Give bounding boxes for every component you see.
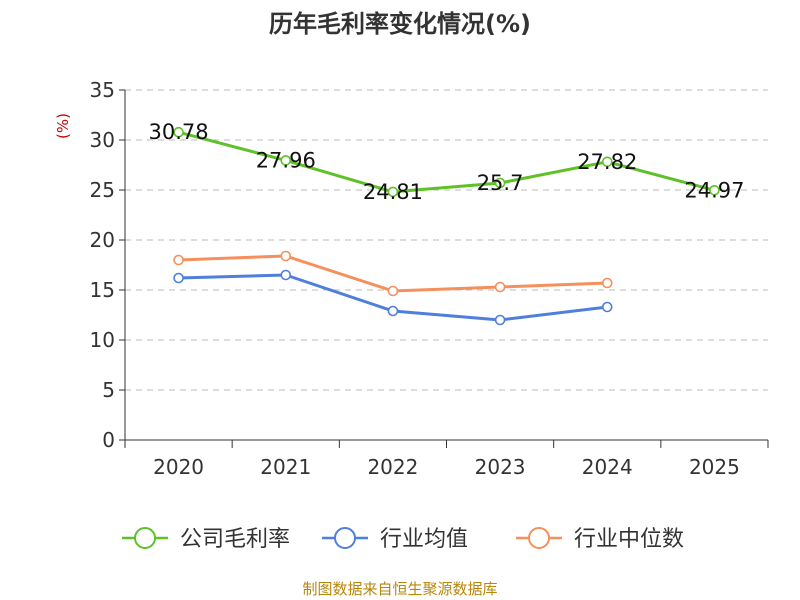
x-tick-label: 2022 — [367, 455, 418, 479]
x-tick-label: 2023 — [475, 455, 526, 479]
data-point — [281, 271, 290, 280]
source-note: 制图数据来自恒生聚源数据库 — [302, 580, 497, 598]
y-axis-label: (%) — [54, 113, 72, 139]
y-tick-label: 10 — [90, 328, 115, 352]
legend: 公司毛利率 行业均值 行业中位数 — [122, 527, 684, 552]
data-label: 30.78 — [149, 120, 209, 144]
data-point — [603, 303, 612, 312]
x-tick-label: 2025 — [689, 455, 740, 479]
data-label: 25.7 — [477, 171, 524, 195]
chart-title: 历年毛利率变化情况(%) — [269, 10, 531, 38]
x-tick-label: 2024 — [582, 455, 633, 479]
data-point — [174, 274, 183, 283]
x-tick-label: 2021 — [260, 455, 311, 479]
data-label: 24.81 — [363, 180, 423, 204]
legend-marker-icon — [335, 528, 355, 548]
data-point — [281, 252, 290, 261]
x-tick-label: 2020 — [153, 455, 204, 479]
legend-marker-icon — [135, 528, 155, 548]
legend-label: 公司毛利率 — [180, 527, 290, 552]
legend-marker-icon — [529, 528, 549, 548]
data-point — [388, 307, 397, 316]
y-tick-label: 5 — [102, 378, 115, 402]
data-point — [603, 279, 612, 288]
data-point — [174, 256, 183, 265]
y-tick-label: 25 — [90, 178, 115, 202]
y-tick-label: 15 — [90, 278, 115, 302]
data-label: 24.97 — [684, 178, 744, 202]
data-point — [496, 316, 505, 325]
data-label: 27.82 — [577, 150, 637, 174]
y-tick-label: 0 — [102, 428, 115, 452]
y-tick-label: 30 — [90, 128, 115, 152]
data-label: 27.96 — [256, 148, 316, 172]
data-labels: 30.78 27.96 24.81 25.7 27.82 24.97 — [149, 120, 745, 204]
y-tick-label: 20 — [90, 228, 115, 252]
data-point — [388, 287, 397, 296]
data-point — [496, 283, 505, 292]
y-tick-label: 35 — [90, 78, 115, 102]
legend-label: 行业中位数 — [574, 527, 684, 552]
legend-label: 行业均值 — [380, 527, 468, 552]
grid-lines — [125, 90, 768, 390]
